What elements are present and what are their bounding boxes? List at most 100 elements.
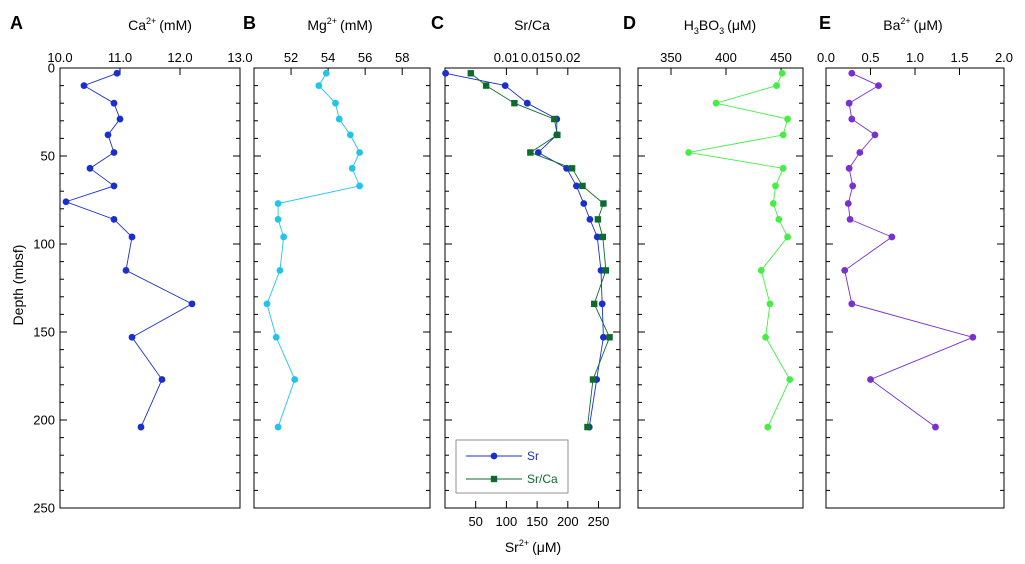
data-point [867,376,874,383]
data-point [875,82,882,89]
panel-title: Mg2+ (mM) [307,16,372,33]
x-tick-label-bottom: 200 [557,514,579,529]
data-point [846,215,854,223]
title-main: Mg [307,17,326,33]
data-point [335,115,343,123]
title-unit: (μM) [727,17,756,33]
data-point [467,70,474,77]
title-unit: (mM) [159,17,192,33]
series-line [470,72,611,428]
legend-label: Sr [527,449,539,463]
x-tick-label-bottom: 50 [468,514,482,529]
x-tick-label-top: 2.0 [995,50,1013,65]
title-superscript: 2+ [900,16,910,26]
y-axis-title: Depth (mbsf) [10,245,26,326]
data-point [274,423,282,431]
title-main: Sr/Ca [514,17,550,33]
data-point [573,182,580,190]
data-point [600,200,607,207]
data-point [584,423,591,431]
data-point [784,233,791,241]
data-point [599,233,607,241]
x-tick-label-top: 10.0 [47,50,72,65]
xlabel-bottom-superscript: 2+ [519,538,529,548]
data-point [534,149,542,156]
data-point [554,131,561,139]
x-tick-label-top: 52 [284,50,298,65]
title-unit: (μM) [914,17,943,33]
series-sr-ca [467,70,613,431]
x-tick-label-top: 0.5 [861,50,879,65]
data-point [122,267,130,274]
data-point [110,215,118,223]
y-tick-label: 150 [33,325,55,340]
data-point [685,149,692,156]
data-point [356,149,363,156]
xlabel-bottom-main: Sr [505,539,519,555]
title-subscript: 3 [694,26,699,36]
panel-a: A Ca2+ (mM) 10.0 11.0 12.0 13.0 0 50 100 150 200 250… [10,13,253,516]
data-point [586,215,594,223]
data-point [600,333,607,341]
data-point [551,115,558,123]
data-point [511,100,518,107]
panel-b: B Mg2+ (mM) 52 54 56 58 [243,13,431,509]
data-point [348,164,356,172]
data-point [593,233,601,241]
data-point [784,115,791,123]
series-sr [442,69,607,431]
series-panel-d [685,69,794,431]
data-point [346,131,354,139]
plot-frame [253,67,431,509]
data-point [579,182,586,190]
data-point [86,164,94,172]
data-point [848,115,856,123]
data-point [772,182,779,190]
legend-marker [490,475,498,483]
panel-e: E Ba2+ (μM) 0.0 0.5 1.0 1.5 2.0 [817,13,1013,509]
plot-frame [825,67,1005,509]
legend-label: Sr/Ca [527,472,558,486]
title-unit: (mM) [340,17,373,33]
x-tick-label-top: 450 [770,50,792,65]
x-tick-label-bottom: 100 [496,514,518,529]
legend-marker [490,452,498,460]
panel-letter: C [431,13,444,33]
panel-letter: A [10,13,23,33]
x-axis-title-bottom: Sr2+ (μM) [505,538,561,555]
data-point [844,200,852,207]
data-point [856,149,864,156]
data-point [104,131,112,139]
data-point [606,334,613,341]
data-point [597,267,605,274]
x-tick-label-top: 350 [660,50,682,65]
data-point [888,233,896,241]
data-point [188,300,196,308]
data-point [712,99,720,107]
plot-frame [444,67,621,509]
data-point [356,182,363,190]
series-panel-b [263,69,363,431]
data-point [527,149,534,156]
x-tick-label-bottom: 150 [526,514,548,529]
data-point [841,267,849,274]
data-point [766,300,774,308]
y-tick-label: 200 [33,413,55,428]
panel-letter: E [819,13,831,33]
series-panel-e [841,69,977,431]
data-point [274,200,282,207]
data-point [849,182,857,190]
title-main: Ca [128,17,146,33]
data-point [116,115,124,123]
data-point [263,300,271,308]
data-point [332,99,339,107]
legend-box [455,439,569,494]
data-point [762,333,769,341]
data-point [580,200,588,207]
data-point [845,99,853,107]
data-point [62,198,70,206]
x-tick-label-top: 400 [715,50,737,65]
data-point [598,300,606,308]
data-point [274,215,282,223]
data-point [80,82,88,89]
